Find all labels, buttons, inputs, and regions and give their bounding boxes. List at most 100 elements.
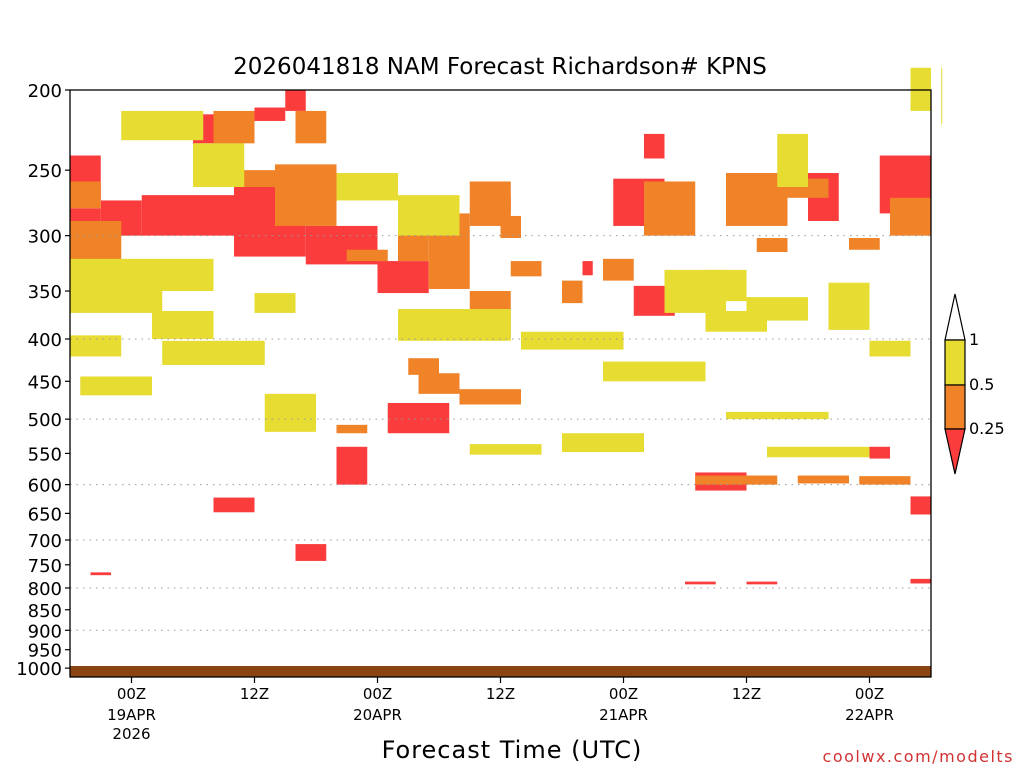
y-tick-label-300: 300 <box>28 227 62 248</box>
heatmap-cell-0-12 <box>213 497 255 513</box>
heatmap-cells <box>70 67 943 585</box>
y-tick-label-650: 650 <box>28 504 62 525</box>
colorbar-segment-orange <box>944 384 966 430</box>
heatmap-cell-1-25 <box>695 475 778 485</box>
x-tick-label-3: 12Z <box>486 685 515 703</box>
heatmap-cell-2-26 <box>941 67 943 125</box>
heatmap-cell-0-1 <box>70 208 101 221</box>
y-tick-label-850: 850 <box>28 601 62 622</box>
heatmap-cell-1-15 <box>459 389 521 405</box>
heatmap-cell-0-8 <box>254 107 286 121</box>
x-tick-date-2: 20APR <box>353 706 402 724</box>
heatmap-cell-2-2 <box>336 173 398 201</box>
heatmap-cell-2-5 <box>80 376 152 396</box>
x-tick-date-0: 19APR <box>107 706 156 724</box>
heatmap-cell-1-12 <box>408 358 439 375</box>
chart-title: 2026041818 NAM Forecast Richardson# KPNS <box>233 54 767 80</box>
y-tick-label-750: 750 <box>28 556 62 577</box>
x-tick-label-5: 12Z <box>732 685 761 703</box>
y-tick-label-700: 700 <box>28 531 62 552</box>
y-tick-label-1000: 1000 <box>16 659 62 680</box>
heatmap-cell-2-18 <box>828 282 870 330</box>
heatmap-cell-2-24 <box>777 133 808 187</box>
y-tick-label-250: 250 <box>28 161 62 182</box>
heatmap-cell-0-28 <box>746 581 778 585</box>
heatmap-cell-1-13 <box>336 424 368 434</box>
colorbar-label-0: 1 <box>969 330 979 349</box>
heatmap-cell-0-19 <box>644 133 665 159</box>
heatmap-cell-2-11 <box>264 393 316 432</box>
heatmap-cell-1-17 <box>500 215 521 239</box>
y-tick-label-350: 350 <box>28 282 62 303</box>
heatmap-cell-2-6 <box>162 340 265 365</box>
heatmap-cell-2-8 <box>70 288 163 313</box>
heatmap-cell-2-22 <box>767 446 870 458</box>
heatmap-cell-1-27 <box>859 476 911 485</box>
y-tick-label-900: 900 <box>28 621 62 642</box>
y-tick-label-200: 200 <box>28 81 62 102</box>
colorbar-label-1: 0.5 <box>969 375 994 394</box>
heatmap-cell-1-11 <box>562 280 583 304</box>
heatmap-cell-0-29 <box>910 578 931 584</box>
heatmap-cell-1-5 <box>275 164 337 226</box>
heatmap-cell-0-6 <box>377 261 429 294</box>
heatmap-cell-0-9 <box>285 90 306 111</box>
colorbar-top-arrow <box>944 293 966 341</box>
heatmap-cell-2-7 <box>70 335 122 357</box>
heatmap-cell-1-6 <box>346 249 388 262</box>
heatmap-cell-0-23 <box>920 181 931 205</box>
heatmap-cell-1-4 <box>295 110 327 144</box>
y-tick-label-450: 450 <box>28 372 62 393</box>
heatmap-cell-2-17 <box>746 297 808 321</box>
ground-layer <box>70 666 931 677</box>
watermark: coolwx.com/modelts <box>823 747 1014 766</box>
ground-band <box>70 666 931 677</box>
heatmap-cell-2-4 <box>70 258 214 292</box>
x-tick-date-6: 22APR <box>845 706 894 724</box>
x-tick-label-2: 00Z <box>363 685 392 703</box>
heatmap-cell-0-20 <box>582 261 593 276</box>
heatmap-cell-2-3 <box>398 195 460 236</box>
heatmap-cell-2-9 <box>152 310 214 339</box>
heatmap-cell-0-3 <box>141 195 234 236</box>
x-tick-date-4: 21APR <box>599 706 648 724</box>
heatmap-cell-1-14 <box>418 373 460 394</box>
heatmap-cell-0-26 <box>910 496 931 515</box>
heatmap-cell-0-25 <box>869 446 890 459</box>
x-tick-year-0: 2026 <box>112 725 150 743</box>
x-tick-label-6: 00Z <box>855 685 884 703</box>
heatmap-cell-2-10 <box>254 293 296 313</box>
colorbar-legend: 1 0.5 0.25 <box>944 293 1005 475</box>
heatmap-cell-2-1 <box>193 143 245 187</box>
y-tick-label-550: 550 <box>28 444 62 465</box>
heatmap-cell-1-22 <box>849 238 880 250</box>
colorbar-label-2: 0.25 <box>969 419 1005 438</box>
y-axis: 200 250 300 350 400 450 500 550 600 650 700 7508008… <box>16 81 70 680</box>
heatmap-cell-1-0 <box>70 181 101 209</box>
x-tick-label-1: 12Z <box>240 685 269 703</box>
heatmap-cell-2-13 <box>521 331 624 350</box>
gridlines <box>70 235 931 631</box>
heatmap-cell-0-13 <box>295 544 327 561</box>
heatmap-cell-0-14 <box>90 572 111 576</box>
colorbar-segment-yellow <box>944 339 966 386</box>
x-tick-label-4: 00Z <box>609 685 638 703</box>
heatmap-cell-2-20 <box>469 444 542 455</box>
x-tick-label-0: 00Z <box>117 685 146 703</box>
heatmap-cell-2-29 <box>705 269 747 302</box>
heatmap-cell-1-26 <box>797 475 849 484</box>
heatmap-cell-2-14 <box>603 361 706 382</box>
heatmap-cell-1-10 <box>510 261 542 277</box>
y-tick-label-800: 800 <box>28 579 62 600</box>
heatmap-cell-1-19 <box>603 258 634 281</box>
heatmap-cell-0-10 <box>387 402 450 434</box>
heatmap-cell-2-12 <box>398 309 511 341</box>
heatmap-cell-2-0 <box>121 110 204 141</box>
y-tick-label-950: 950 <box>28 641 62 662</box>
colorbar-bottom-arrow <box>944 428 966 475</box>
y-tick-label-500: 500 <box>28 410 62 431</box>
x-axis-title: Forecast Time (UTC) <box>382 736 643 764</box>
heatmap-cell-1-1 <box>70 220 122 262</box>
